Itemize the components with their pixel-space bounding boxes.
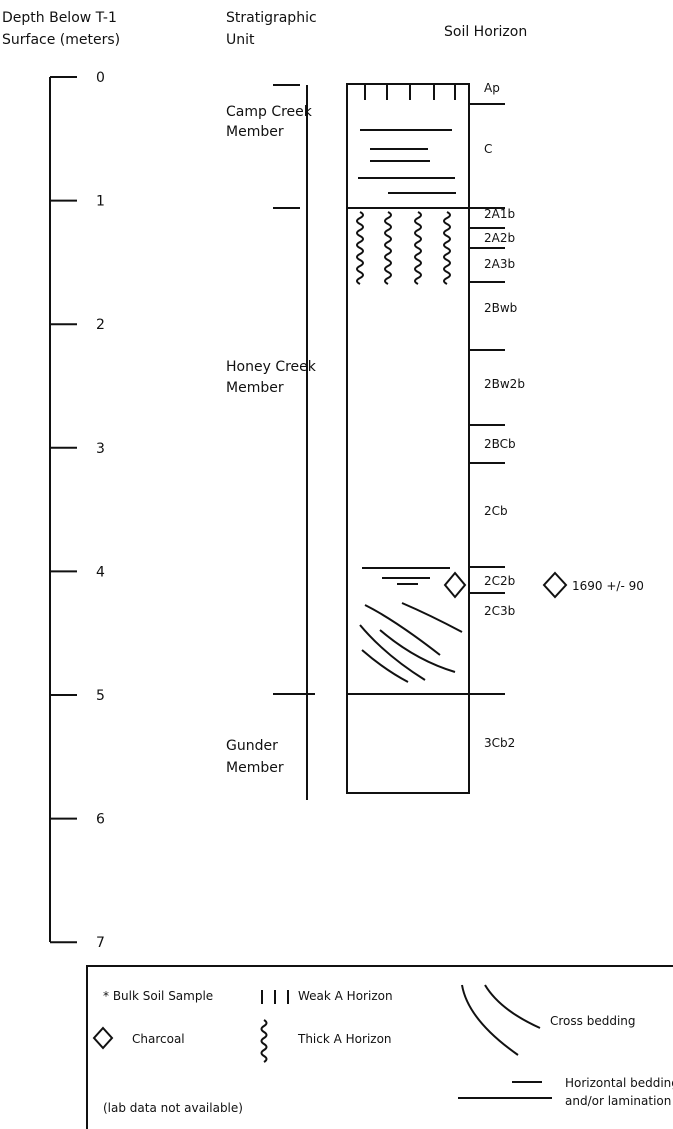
thick-a-mark — [444, 212, 450, 284]
thick-a-mark — [262, 1020, 267, 1062]
depth-label: 1 — [96, 194, 105, 210]
horizon-label: 2Cb — [484, 504, 508, 518]
horizon-label: 2A1b — [484, 207, 515, 221]
thick-a-mark — [385, 212, 391, 284]
horizon-label: 2Bw2b — [484, 377, 525, 391]
thick-a-mark — [415, 212, 421, 284]
horizon-label: 2Bwb — [484, 301, 517, 315]
horizon-label: 3Cb2 — [484, 736, 515, 750]
unit-label: Camp Creek — [226, 104, 313, 120]
diagram: Depth Below T-1 Surface (meters) Stratig… — [0, 0, 673, 1129]
depth-label: 0 — [96, 70, 105, 86]
horizon-label: Ap — [484, 81, 500, 95]
legend-text: Cross bedding — [550, 1014, 636, 1028]
cross-bedding — [360, 603, 462, 682]
legend-text: (lab data not available) — [103, 1101, 243, 1115]
charcoal-symbol — [544, 573, 566, 597]
depth-label: 2 — [96, 317, 105, 333]
charcoal-symbol — [445, 573, 465, 597]
unit-label: Member — [226, 124, 284, 140]
unit-label: Member — [226, 760, 284, 776]
horizon-label: 2A3b — [484, 257, 515, 271]
horizon-label: C — [484, 142, 492, 156]
soil-column — [347, 84, 469, 793]
horizon-label: 2C2b — [484, 574, 515, 588]
legend-text: * Bulk Soil Sample — [103, 989, 213, 1003]
legend: * Bulk Soil Sample Weak A Horizon Charco… — [87, 966, 673, 1129]
depth-title: Surface (meters) — [2, 32, 120, 48]
depth-label: 6 — [96, 812, 105, 828]
horizontal-bedding — [358, 130, 456, 584]
unit-label: Honey Creek — [226, 359, 317, 375]
date-label: 1690 +/- 90 — [572, 579, 644, 593]
unit-title: Unit — [226, 32, 255, 48]
legend-text: Thick A Horizon — [297, 1032, 392, 1046]
legend-text: and/or lamination — [565, 1094, 671, 1108]
thick-a-mark — [357, 212, 363, 284]
legend-text: Horizontal bedding — [565, 1076, 673, 1090]
depth-label: 7 — [96, 935, 105, 951]
horizon-label: 2A2b — [484, 231, 515, 245]
depth-title: Depth Below T-1 — [2, 10, 117, 26]
depth-label: 4 — [96, 564, 105, 580]
unit-label: Gunder — [226, 738, 278, 754]
horizon-label: 2C3b — [484, 604, 515, 618]
legend-text: Weak A Horizon — [298, 989, 393, 1003]
horizon-title: Soil Horizon — [444, 24, 527, 40]
depth-label: 5 — [96, 688, 105, 704]
unit-label: Member — [226, 380, 284, 396]
depth-label: 3 — [96, 441, 105, 457]
page: Depth Below T-1 Surface (meters) Stratig… — [0, 0, 673, 1129]
legend-text: Charcoal — [132, 1032, 185, 1046]
horizon-label: 2BCb — [484, 437, 516, 451]
unit-title: Stratigraphic — [226, 10, 317, 26]
